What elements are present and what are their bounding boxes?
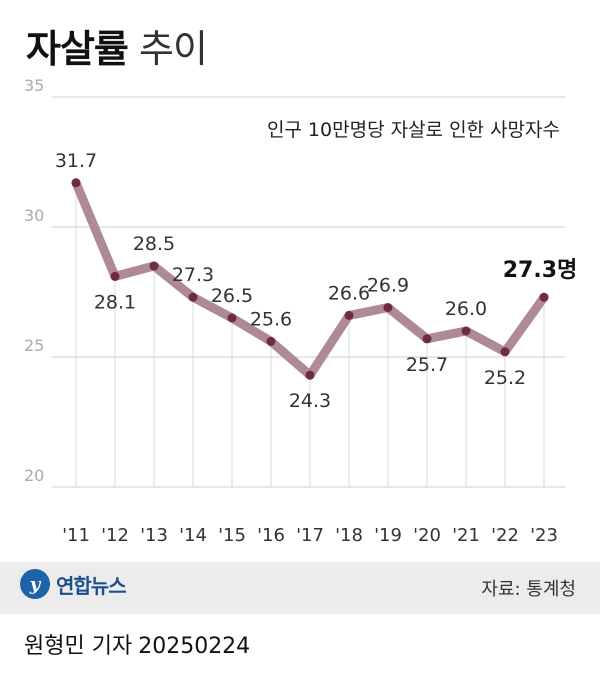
data-label: 25.6 (250, 308, 292, 330)
x-tick-label: '18 (335, 525, 363, 546)
data-label: 26.9 (367, 275, 409, 297)
x-tick-label: '15 (218, 525, 246, 546)
x-tick-label: '13 (140, 525, 168, 546)
data-point (188, 292, 198, 302)
data-label: 26.5 (211, 285, 253, 307)
data-label: 25.7 (406, 354, 448, 376)
data-label: 26.6 (328, 282, 370, 304)
chart-subtitle: 인구 10만명당 자살로 인한 사망자수 (267, 119, 560, 141)
series-line (71, 178, 549, 380)
byline-author: 원형민 기자 (24, 634, 133, 659)
data-label: 27.3명 (503, 258, 578, 283)
data-point (422, 334, 432, 344)
source-note: 자료: 통계청 (481, 579, 576, 600)
x-tick-label: '20 (413, 525, 441, 546)
data-label: 26.0 (445, 298, 487, 320)
yonhap-logo: y 연합뉴스 (20, 569, 127, 599)
line-chart: 20 25 30 35 인구 10만명당 자살로 인한 사망자수 31.7 28.1 28.5… (24, 76, 578, 546)
x-tick-label: '22 (491, 525, 519, 546)
chart-title-light: 추이 (138, 27, 208, 71)
data-point (383, 303, 393, 313)
data-label: 24.3 (289, 390, 331, 412)
x-tick-label: '16 (257, 525, 285, 546)
data-point (305, 370, 315, 380)
byline: 원형민 기자 20250224 (24, 628, 250, 660)
data-point (344, 310, 354, 320)
x-tick-label: '19 (374, 525, 402, 546)
chart-title: 자살률 추이 (26, 18, 208, 73)
data-point (500, 347, 510, 357)
y-tick-label: 30 (24, 206, 44, 225)
data-label: 31.7 (55, 150, 97, 172)
x-tick-label: '14 (179, 525, 207, 546)
byline-date: 20250224 (138, 634, 251, 659)
x-tick-label: '23 (530, 525, 558, 546)
data-point (71, 178, 81, 188)
data-label: 27.3 (172, 264, 214, 286)
x-tick-label: '12 (101, 525, 129, 546)
data-point (266, 336, 276, 346)
data-label: 28.1 (94, 291, 136, 313)
y-tick-label: 25 (24, 336, 44, 355)
data-point (149, 261, 159, 271)
data-point (227, 313, 237, 323)
x-tick-label: '21 (452, 525, 480, 546)
data-point (110, 271, 120, 281)
x-tick-label: '17 (296, 525, 324, 546)
y-tick-label: 20 (24, 466, 44, 485)
yonhap-logo-text: 연합뉴스 (56, 573, 127, 598)
data-point (461, 326, 471, 336)
footer-band (0, 562, 600, 614)
data-point (539, 292, 549, 302)
chart-title-bold: 자살률 (26, 27, 129, 71)
y-tick-label: 35 (24, 76, 44, 95)
data-label: 25.2 (484, 367, 526, 389)
data-label: 28.5 (133, 233, 175, 255)
x-tick-label: '11 (62, 525, 90, 546)
yonhap-logo-icon: y (20, 569, 50, 599)
